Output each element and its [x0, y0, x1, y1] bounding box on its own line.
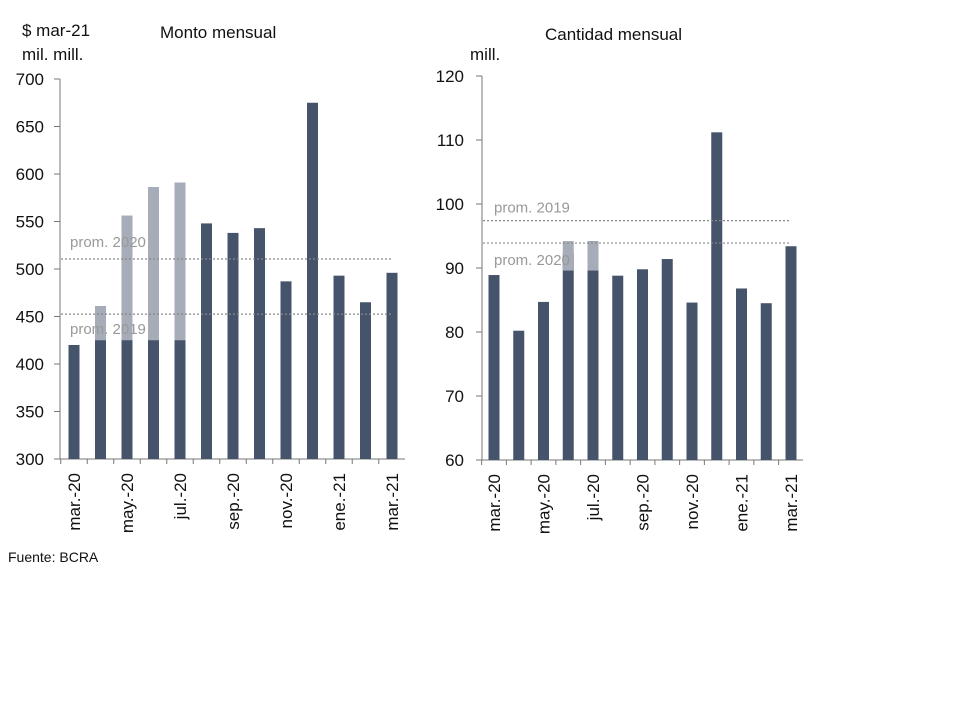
- left-bar: [254, 228, 265, 459]
- right-bar: [587, 241, 599, 460]
- left-bar-highlight: [148, 187, 159, 341]
- right-bar: [760, 303, 772, 460]
- right-x-tick-label: mar.-21: [782, 474, 801, 532]
- left-y-tick-label: 650: [16, 118, 44, 137]
- right-bar-highlight: [587, 241, 599, 271]
- left-x-tick-label: jul.-20: [171, 473, 190, 520]
- right-x-tick-label: jul.-20: [584, 474, 603, 521]
- left-bar-highlight: [121, 215, 133, 255]
- right-bar: [711, 132, 723, 460]
- left-bar: [201, 223, 212, 459]
- right-x-tick-label: sep.-20: [634, 474, 653, 531]
- left-chart-title: Monto mensual: [160, 23, 276, 42]
- left-x-tick-label: may.-20: [118, 473, 137, 533]
- left-y-tick-label: 700: [16, 70, 44, 89]
- left-bar: [95, 306, 106, 459]
- right-bar: [513, 330, 525, 460]
- left-bar-highlight: [148, 187, 159, 255]
- left-chart-unit-label-2: mil. mill.: [22, 45, 83, 64]
- right-bar: [785, 246, 797, 460]
- left-bar: [307, 102, 318, 459]
- right-x-tick-label: nov.-20: [683, 474, 702, 529]
- right-chart: 60 70 80 90 100 110 120 prom. 2019 prom. 2020 mar…: [436, 67, 803, 534]
- left-bar: [68, 345, 80, 459]
- left-y-tick-label: 600: [16, 165, 44, 184]
- left-bar-highlight: [174, 182, 186, 341]
- right-bar: [562, 253, 574, 460]
- left-x-tick-label: sep.-20: [224, 473, 243, 530]
- left-y-tick-label: 350: [16, 403, 44, 422]
- left-chart-unit-label: $ mar-21: [22, 21, 90, 40]
- left-bar: [360, 302, 371, 459]
- right-x-tick-label: ene.-21: [733, 474, 752, 532]
- left-bar-highlight: [95, 306, 106, 341]
- right-chart-title: Cantidad mensual: [545, 25, 682, 44]
- left-y-tick-label: 300: [16, 450, 44, 469]
- right-bar: [736, 288, 747, 460]
- right-y-tick-label: 60: [445, 451, 464, 470]
- left-bar: [227, 232, 239, 459]
- right-bar: [612, 275, 624, 460]
- right-y-tick-label: 70: [445, 387, 464, 406]
- left-y-tick-label: 550: [16, 213, 44, 232]
- left-reference-label: prom. 2019: [70, 321, 146, 338]
- left-bar: [333, 275, 345, 459]
- left-y-tick-label: 500: [16, 260, 44, 279]
- right-reference-label: prom. 2020: [494, 252, 570, 269]
- right-y-tick-label: 110: [437, 131, 464, 150]
- right-bar: [661, 259, 673, 460]
- right-reference-label: prom. 2019: [494, 200, 570, 217]
- left-x-tick-label: nov.-20: [277, 473, 296, 528]
- left-bar: [280, 281, 292, 459]
- left-bar-highlight: [174, 182, 186, 255]
- right-bar: [686, 302, 698, 460]
- right-bar: [488, 275, 500, 460]
- right-y-tick-label: 120: [436, 67, 464, 86]
- right-chart-unit-label: mill.: [470, 45, 500, 64]
- left-bar: [386, 272, 398, 459]
- right-bar: [538, 301, 549, 460]
- right-bar-highlight: [562, 241, 574, 271]
- left-chart: 300 350 400 450 500 550 600 650 700 prom. 2020 pro…: [16, 70, 405, 533]
- right-y-tick-label: 90: [445, 259, 464, 278]
- right-x-tick-label: may.-20: [535, 474, 554, 534]
- right-y-tick-label: 80: [445, 323, 464, 342]
- left-x-tick-label: mar.-20: [65, 473, 84, 531]
- left-x-tick-label: ene.-21: [330, 473, 349, 531]
- source-note: Fuente: BCRA: [8, 549, 99, 565]
- left-x-tick-label: mar.-21: [383, 473, 402, 531]
- left-reference-label: prom. 2020: [70, 234, 146, 251]
- left-y-tick-label: 400: [16, 355, 44, 374]
- left-bar-highlight: [121, 215, 133, 341]
- right-y-tick-label: 100: [436, 195, 464, 214]
- right-x-tick-label: mar.-20: [485, 474, 504, 532]
- right-bar: [637, 269, 648, 460]
- left-y-tick-label: 450: [16, 308, 44, 327]
